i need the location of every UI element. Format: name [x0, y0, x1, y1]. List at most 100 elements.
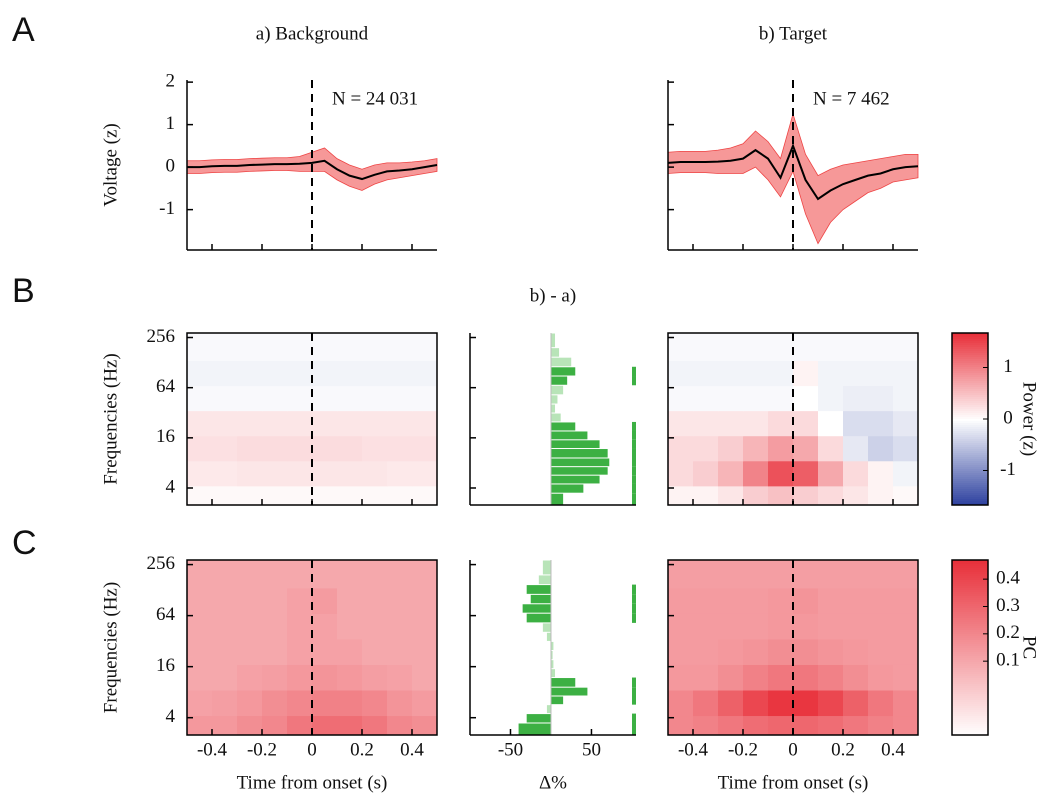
colorbar-step [952, 339, 988, 342]
bar [550, 458, 610, 467]
colorbar-step [952, 373, 988, 376]
heat-cell [868, 460, 894, 487]
colorbar-label: Power (z) [1019, 382, 1040, 456]
significance-mark [632, 713, 636, 723]
bar [522, 604, 551, 613]
colorbar-step [952, 463, 988, 466]
colorbar-label: PC [1019, 636, 1040, 659]
heat-cell [387, 560, 413, 589]
colorbar-step [952, 682, 988, 685]
chart-title: a) Background [256, 23, 369, 44]
heat-cell [693, 664, 719, 691]
heat-cell [212, 333, 238, 361]
colorbar-step [952, 409, 988, 412]
heat-cell [237, 690, 263, 717]
colorbar-step [952, 630, 988, 633]
significance-mark [632, 584, 636, 595]
y-tick-label: 16 [156, 655, 175, 676]
heat-cell [793, 485, 819, 506]
bar [546, 632, 551, 641]
bar [550, 493, 564, 505]
heat-cell [412, 333, 438, 361]
heat-cell [312, 485, 338, 506]
y-tick-label: 256 [147, 326, 176, 347]
colorbar-step [952, 622, 988, 625]
heat-cell [312, 715, 338, 736]
colorbar-step [952, 708, 988, 711]
colorbar-step [952, 453, 988, 456]
mean-line [667, 143, 919, 201]
heat-cell [237, 385, 263, 412]
heat-cell [868, 485, 894, 506]
heat-cell [387, 638, 413, 665]
colorbar-step [952, 584, 988, 587]
heat-cell [718, 460, 744, 487]
colorbar-step [952, 602, 988, 605]
colorbar-step [952, 369, 988, 372]
heat-cell [893, 410, 919, 437]
colorbar-step [952, 353, 988, 356]
heat-cell [793, 460, 819, 487]
colorbar-step [952, 674, 988, 677]
colorbar-step [952, 371, 988, 374]
heat-cell [212, 587, 238, 614]
heat-cell [387, 485, 413, 506]
heat-cell [818, 560, 844, 589]
heat-cell [843, 715, 869, 736]
heat-cell [337, 385, 363, 412]
heat-cell [893, 560, 919, 589]
heat-cell [743, 385, 769, 412]
heat-cell [287, 485, 313, 506]
heat-cell [187, 485, 213, 506]
heat-cell [843, 435, 869, 462]
heat-cell [362, 587, 388, 614]
heat-cell [362, 638, 388, 665]
heat-cell [668, 587, 694, 614]
x-tick-label: -0.2 [247, 739, 277, 760]
heat-cell [743, 587, 769, 614]
heat-cell [237, 410, 263, 437]
heat-cell [212, 385, 238, 412]
heat-cell [843, 460, 869, 487]
heat-cell [412, 435, 438, 462]
heat-cell [693, 435, 719, 462]
heat-cell [337, 410, 363, 437]
x-tick-label: -0.4 [197, 739, 228, 760]
heat-cell [718, 410, 744, 437]
heat-cell [743, 664, 769, 691]
colorbar-step [952, 437, 988, 440]
heat-cell [868, 435, 894, 462]
heat-cell [768, 485, 794, 506]
heat-cell [262, 410, 288, 437]
colorbar-step [952, 363, 988, 366]
heat-cell [287, 690, 313, 717]
heat-cell [337, 460, 363, 487]
heat-cell [412, 485, 438, 506]
colorbar-step [952, 640, 988, 643]
heat-cell [743, 460, 769, 487]
chart: b) - a) [469, 285, 636, 506]
colorbar-step [952, 419, 988, 422]
heat-cell [868, 360, 894, 387]
heat-cell [818, 613, 844, 640]
heat-cell [287, 587, 313, 614]
heat-cell [668, 638, 694, 665]
colorbar-step [952, 485, 988, 488]
heat-cell [262, 715, 288, 736]
bar [550, 422, 576, 431]
colorbar-step [952, 706, 988, 709]
heat-cell [843, 690, 869, 717]
bar [550, 660, 554, 669]
heat-cell [412, 664, 438, 691]
heat-cell [743, 715, 769, 736]
heat-cell [362, 435, 388, 462]
colorbar-step [952, 391, 988, 394]
heat-cell [793, 560, 819, 589]
heat-cell [262, 613, 288, 640]
colorbar-step [952, 692, 988, 695]
heat-cell [387, 587, 413, 614]
colorbar-step [952, 612, 988, 615]
heat-cell [387, 410, 413, 437]
heat-cell [793, 333, 819, 361]
